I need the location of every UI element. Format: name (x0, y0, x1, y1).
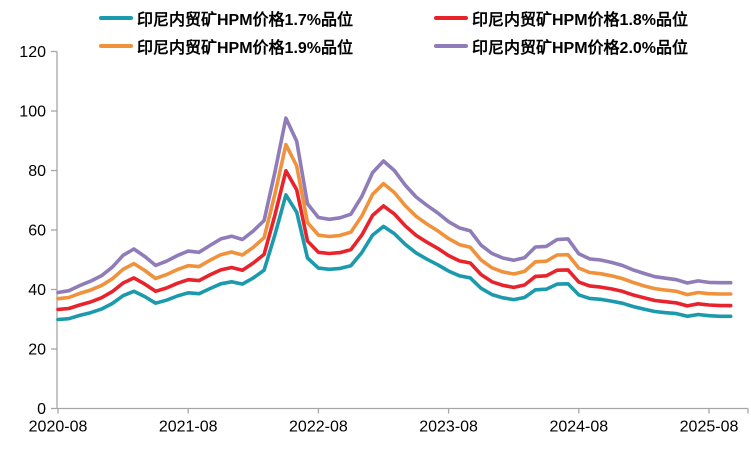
legend-label: 印尼内贸矿HPM价格1.8%品位 (472, 12, 689, 29)
legend-item-1.7pct: 印尼内贸矿HPM价格1.7%品位 (99, 8, 434, 29)
series-line-1.7pct (56, 193, 733, 322)
y-tick-label: 100 (19, 104, 46, 121)
y-tick-label: 60 (28, 223, 46, 240)
series-line-2.0pct (56, 116, 733, 295)
x-tick-label: 2023-08 (419, 419, 478, 436)
y-tick-label: 120 (19, 44, 46, 61)
y-tick-label: 20 (28, 342, 46, 359)
series-line-1.8pct (56, 169, 733, 312)
legend-label: 印尼内贸矿HPM价格2.0%品位 (472, 40, 689, 57)
legend-item-1.9pct: 印尼内贸矿HPM价格1.9%品位 (99, 36, 434, 57)
x-tick-label: 2024-08 (549, 419, 608, 436)
y-tick-label: 80 (28, 163, 46, 180)
legend-label: 印尼内贸矿HPM价格1.7%品位 (137, 12, 354, 29)
series-line-1.9pct (56, 142, 733, 301)
legend-item-2.0pct: 印尼内贸矿HPM价格2.0%品位 (434, 36, 751, 57)
legend-label: 印尼内贸矿HPM价格1.9%品位 (137, 40, 354, 57)
legend-item-1.8pct: 印尼内贸矿HPM价格1.8%品位 (434, 8, 751, 29)
x-tick-label: 2025-08 (680, 419, 739, 436)
legend-line-swatch-icon (434, 44, 468, 48)
x-tick-label: 2021-08 (159, 419, 218, 436)
y-tick-label: 0 (37, 401, 46, 418)
chart-legend: 印尼内贸矿HPM价格1.7%品位 印尼内贸矿HPM价格1.8%品位 印尼内贸矿HPM… (99, 8, 751, 57)
legend-line-swatch-icon (99, 16, 133, 20)
legend-line-swatch-icon (99, 44, 133, 48)
x-tick-label: 2020-08 (29, 419, 88, 436)
x-tick-label: 2022-08 (289, 419, 348, 436)
y-tick-label: 40 (28, 282, 46, 299)
legend-line-swatch-icon (434, 16, 468, 20)
